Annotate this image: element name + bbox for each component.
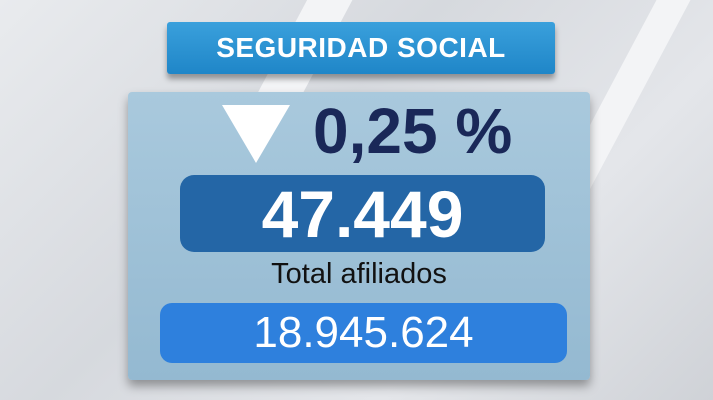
stats-panel: 0,25 % 47.449 Total afiliados 18.945.624: [128, 92, 590, 380]
change-value-box: 47.449: [180, 175, 545, 252]
total-value: 18.945.624: [253, 308, 474, 357]
change-value: 47.449: [261, 176, 464, 251]
total-label: Total afiliados: [271, 258, 447, 290]
total-value-box: 18.945.624: [160, 303, 567, 363]
title-text: SEGURIDAD SOCIAL: [216, 32, 506, 63]
change-percent: 0,25 %: [313, 95, 513, 167]
title-bar: SEGURIDAD SOCIAL: [167, 22, 555, 74]
triangle-down-icon: [222, 105, 290, 163]
